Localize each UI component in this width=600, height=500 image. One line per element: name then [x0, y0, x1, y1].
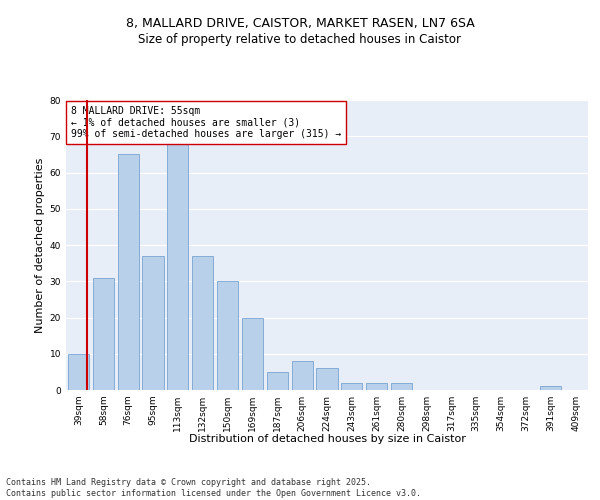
Bar: [167, 144, 188, 390]
Bar: [316, 368, 338, 390]
Bar: [391, 383, 412, 390]
Bar: [68, 354, 89, 390]
Bar: [118, 154, 139, 390]
Bar: [267, 372, 288, 390]
Bar: [366, 383, 387, 390]
Bar: [142, 256, 164, 390]
Bar: [341, 383, 362, 390]
Bar: [292, 361, 313, 390]
Bar: [540, 386, 561, 390]
Text: Size of property relative to detached houses in Caistor: Size of property relative to detached ho…: [139, 32, 461, 46]
Y-axis label: Number of detached properties: Number of detached properties: [35, 158, 46, 332]
Bar: [93, 278, 114, 390]
Bar: [242, 318, 263, 390]
Bar: [217, 281, 238, 390]
Text: Contains HM Land Registry data © Crown copyright and database right 2025.
Contai: Contains HM Land Registry data © Crown c…: [6, 478, 421, 498]
Text: 8 MALLARD DRIVE: 55sqm
← 1% of detached houses are smaller (3)
99% of semi-detac: 8 MALLARD DRIVE: 55sqm ← 1% of detached …: [71, 106, 341, 139]
Bar: [192, 256, 213, 390]
X-axis label: Distribution of detached houses by size in Caistor: Distribution of detached houses by size …: [188, 434, 466, 444]
Text: 8, MALLARD DRIVE, CAISTOR, MARKET RASEN, LN7 6SA: 8, MALLARD DRIVE, CAISTOR, MARKET RASEN,…: [125, 18, 475, 30]
